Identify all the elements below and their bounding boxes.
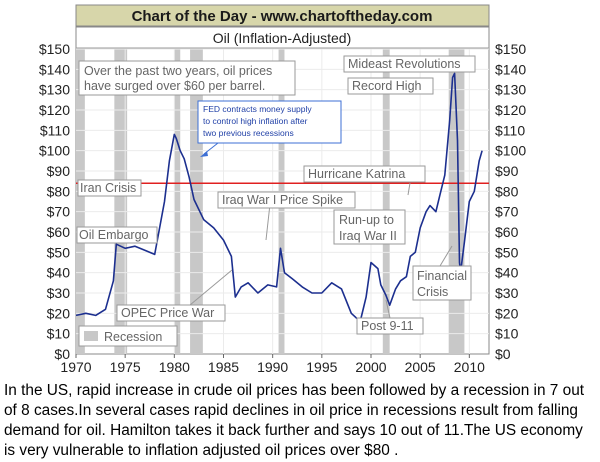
oil-chart: Chart of the Day - www.chartoftheday.com… — [39, 4, 527, 375]
leader-opec-price-war — [189, 269, 233, 306]
y-tick-label-left: $130 — [39, 82, 70, 98]
series-line-oil — [75, 72, 483, 323]
y-tick-label-left: $40 — [47, 265, 71, 281]
y-tick-label-right: $150 — [495, 41, 526, 57]
x-tick-label: 1975 — [110, 359, 141, 375]
chart-subtitle: Oil (Inflation-Adjusted) — [213, 30, 352, 46]
x-tick-label: 1980 — [159, 359, 190, 375]
annotation-oil-embargo: Oil Embargo — [76, 226, 158, 244]
recession-band-2 — [174, 49, 181, 354]
svg-text:have surged over $60 per barre: have surged over $60 per barrel. — [84, 79, 265, 93]
svg-text:to control high inflation afte: to control high inflation after — [203, 116, 308, 126]
y-tick-label-right: $20 — [495, 305, 519, 321]
y-tick-label-right: $30 — [495, 285, 519, 301]
y-tick-label-right: $130 — [495, 82, 526, 98]
annotation-iran: Iran Crisis — [77, 179, 142, 197]
y-tick-label-right: $60 — [495, 224, 519, 240]
svg-text:Iraq War II: Iraq War II — [339, 229, 397, 243]
svg-text:OPEC Price War: OPEC Price War — [121, 306, 214, 320]
annotation-katrina: Hurricane Katrina — [303, 165, 426, 183]
y-tick-label-left: $30 — [47, 285, 71, 301]
y-tick-label-left: $90 — [47, 163, 71, 179]
annotation-post-9-11: Post 9-11 — [356, 317, 424, 335]
y-tick-label-right: $110 — [495, 122, 525, 138]
x-tick-label: 2010 — [454, 359, 485, 375]
annotation-opec: OPEC Price War — [116, 304, 226, 322]
y-tick-label-left: $70 — [47, 204, 71, 220]
annotation-iraq-war-ii: Run-up to Iraq War II — [333, 209, 406, 245]
axes: $0 $0 $10 $10 $20 $20 $30 $30 $40 $40 $50 $50 $60 $60… — [39, 41, 527, 375]
annotation-surge: Over the past two years, oil prices have… — [78, 60, 296, 96]
y-tick-label-left: $80 — [47, 183, 71, 199]
y-tick-label-left: $0 — [54, 346, 70, 362]
title-banner — [75, 4, 490, 27]
svg-text:Iran Crisis: Iran Crisis — [80, 181, 136, 195]
y-tick-label-right: $120 — [495, 102, 526, 118]
legend-frame — [78, 325, 178, 347]
legend: Recession — [78, 325, 178, 347]
y-tick-label-right: $70 — [495, 204, 519, 220]
svg-text:Record High: Record High — [352, 79, 422, 93]
svg-text:Financial: Financial — [417, 269, 467, 283]
y-tick-label-right: $40 — [495, 265, 519, 281]
y-tick-label-left: $120 — [39, 102, 70, 118]
legend-swatch — [84, 331, 98, 341]
x-tick-label: 1990 — [257, 359, 288, 375]
y-tick-label-left: $10 — [47, 326, 71, 342]
svg-text:Mideast Revolutions: Mideast Revolutions — [348, 57, 461, 71]
svg-text:Iraq War I Price Spike: Iraq War I Price Spike — [222, 193, 343, 207]
leader-financial-crisis — [439, 245, 453, 267]
y-tick-label-left: $150 — [39, 41, 70, 57]
y-tick-label-left: $100 — [39, 143, 70, 159]
y-tick-label-left: $20 — [47, 305, 71, 321]
caption-text: In the US, rapid increase in crude oil p… — [4, 382, 585, 459]
y-tick-label-left: $110 — [40, 122, 70, 138]
x-tick-label: 1995 — [306, 359, 337, 375]
leader-hurricane-katrina — [407, 182, 411, 196]
chart-title: Chart of the Day - www.chartoftheday.com — [132, 8, 433, 25]
recession-band-0 — [76, 49, 85, 354]
legend-label: Recession — [104, 330, 162, 344]
y-tick-label-right: $90 — [495, 163, 519, 179]
leader-post-9-11 — [385, 299, 391, 319]
svg-text:Run-up to: Run-up to — [339, 213, 394, 227]
y-tick-label-left: $60 — [47, 224, 71, 240]
svg-text:Oil Embargo: Oil Embargo — [79, 228, 149, 242]
svg-text:FED contracts money supply: FED contracts money supply — [203, 104, 312, 114]
y-tick-label-left: $140 — [39, 61, 70, 77]
y-tick-label-left: $50 — [47, 244, 71, 260]
svg-text:Hurricane Katrina: Hurricane Katrina — [308, 167, 405, 181]
x-tick-label: 1970 — [60, 359, 91, 375]
svg-text:Over the past two years, oil p: Over the past two years, oil prices — [84, 64, 272, 78]
y-tick-label-right: $50 — [495, 244, 519, 260]
y-tick-label-right: $80 — [495, 183, 519, 199]
annotation-iraq-war-i: Iraq War I Price Spike — [217, 191, 356, 209]
svg-text:two previous recessions: two previous recessions — [203, 128, 294, 138]
annotation-mideast: Mideast Revolutions — [343, 55, 476, 73]
x-tick-label: 2000 — [355, 359, 386, 375]
leader-iraq-war-i — [265, 203, 271, 241]
svg-text:Post 9-11: Post 9-11 — [361, 319, 414, 333]
y-tick-label-right: $10 — [495, 326, 519, 342]
recession-band-5 — [382, 49, 390, 354]
series-group — [75, 72, 483, 323]
annotation-financial-crisis: Financial Crisis — [412, 265, 472, 301]
y-tick-label-right: $100 — [495, 143, 526, 159]
annotation-record-high: Record High — [347, 77, 434, 95]
y-tick-label-right: $0 — [495, 346, 511, 362]
x-tick-label: 1985 — [208, 359, 239, 375]
y-tick-label-right: $140 — [495, 61, 526, 77]
x-tick-label: 2005 — [405, 359, 436, 375]
annotation-fed: FED contracts money supply to control hi… — [197, 100, 342, 157]
recession-band-1 — [114, 49, 128, 354]
annotation-leaders — [189, 182, 453, 319]
svg-text:Crisis: Crisis — [417, 285, 448, 299]
